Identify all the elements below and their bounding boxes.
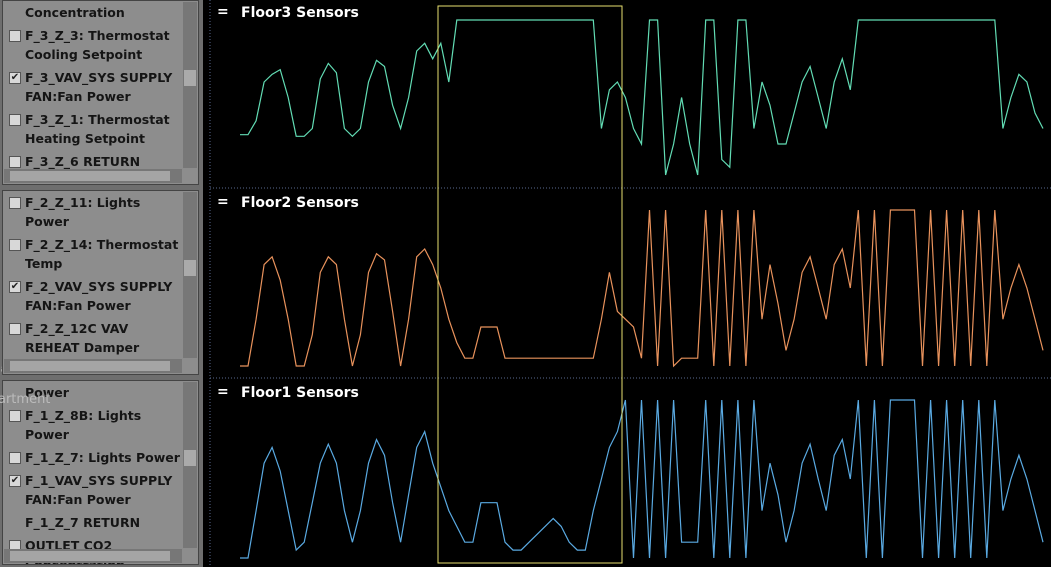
scroll-thumb — [10, 361, 170, 371]
horizontal-scrollbar[interactable] — [4, 169, 182, 183]
item-label: Concentration — [25, 5, 125, 20]
checkbox[interactable]: ✔ — [9, 281, 21, 293]
item-label: F_3_VAV_SYS SUPPLY FAN:Fan Power — [25, 70, 173, 104]
scroll-thumb — [10, 171, 170, 181]
checkbox[interactable] — [9, 197, 21, 209]
panel-menu: = — [217, 194, 229, 210]
item-label: F_3_Z_1: Thermostat Heating Setpoint — [25, 112, 170, 146]
list-item[interactable]: F_1_Z_7 RETURN — [7, 513, 183, 532]
sensor-list: Concentration F_3_Z_3: Thermostat Cooling… — [2, 0, 199, 185]
checkbox[interactable] — [9, 114, 21, 126]
list-items: F_2_Z_11: Lights Power F_2_Z_14: Thermost… — [7, 193, 183, 374]
list-item[interactable]: F_3_Z_6 RETURN — [7, 152, 183, 171]
list-item[interactable]: ✔ F_1_VAV_SYS SUPPLY FAN:Fan Power — [7, 471, 183, 509]
checkbox[interactable]: ✔ — [9, 72, 21, 84]
panel-title: Floor3 Sensors — [241, 5, 359, 21]
vertical-scrollbar[interactable] — [183, 2, 197, 168]
item-label: F_2_Z_11: Lights Power — [25, 195, 141, 229]
scroll-thumb — [184, 70, 196, 86]
item-label: F_3_Z_3: Thermostat Cooling Setpoint — [25, 28, 170, 62]
list-item[interactable]: ✔ F_2_VAV_SYS SUPPLY FAN:Fan Power — [7, 277, 183, 315]
item-label: F_1_Z_7 RETURN — [25, 515, 141, 530]
list-item[interactable]: ✔ F_3_VAV_SYS SUPPLY FAN:Fan Power — [7, 68, 183, 106]
horizontal-scrollbar[interactable] — [4, 549, 182, 563]
vertical-scrollbar[interactable] — [183, 192, 197, 358]
vertical-scrollbar[interactable] — [183, 382, 197, 548]
list-item[interactable]: F_1_Z_7: Lights Power — [7, 448, 183, 467]
sensor-line — [240, 209, 1044, 368]
item-label: Power — [25, 385, 69, 400]
chart-area: = Floor3 Sensors = Floor2 Sensors = Floor1 Se… — [203, 0, 1051, 567]
background-text: artment — [0, 392, 51, 407]
item-label: F_1_Z_8B: Lights Power — [25, 408, 142, 442]
checkbox[interactable] — [9, 239, 21, 251]
item-label: F_2_VAV_SYS SUPPLY FAN:Fan Power — [25, 279, 173, 313]
sensor-line — [240, 399, 1044, 559]
list-item[interactable]: Concentration — [7, 3, 183, 22]
panel-title: Floor1 Sensors — [241, 385, 359, 401]
sensor-list: F_2_Z_11: Lights Power F_2_Z_14: Thermost… — [2, 190, 199, 375]
scroll-thumb — [184, 450, 196, 466]
checkbox[interactable] — [9, 323, 21, 335]
checkbox[interactable] — [9, 156, 21, 168]
checkbox[interactable] — [9, 30, 21, 42]
item-label: F_2_Z_14: Thermostat Temp — [25, 237, 179, 271]
list-items: Power F_1_Z_8B: Lights Power F_1_Z_7: Ligh… — [7, 383, 183, 564]
checkbox[interactable]: ✔ — [9, 475, 21, 487]
checkbox[interactable] — [9, 410, 21, 422]
list-item[interactable]: F_3_Z_1: Thermostat Heating Setpoint — [7, 110, 183, 148]
panel-menu: = — [217, 4, 229, 20]
selection-box — [437, 5, 623, 564]
list-item[interactable]: F_3_Z_3: Thermostat Cooling Setpoint — [7, 26, 183, 64]
item-label: F_1_VAV_SYS SUPPLY FAN:Fan Power — [25, 473, 173, 507]
chart-background — [203, 0, 1051, 567]
list-item[interactable]: F_2_Z_14: Thermostat Temp — [7, 235, 183, 273]
list-item[interactable]: F_2_Z_11: Lights Power — [7, 193, 183, 231]
horizontal-scrollbar[interactable] — [4, 359, 182, 373]
panel-menu: = — [217, 384, 229, 400]
sensor-list: Power F_1_Z_8B: Lights Power F_1_Z_7: Ligh… — [2, 380, 199, 565]
checkbox[interactable] — [9, 452, 21, 464]
item-label: F_1_Z_7: Lights Power — [25, 450, 180, 465]
list-item[interactable]: Power — [7, 383, 183, 402]
item-label: F_3_Z_6 RETURN — [25, 154, 141, 169]
scroll-thumb — [10, 551, 170, 561]
list-item[interactable]: F_1_Z_8B: Lights Power — [7, 406, 183, 444]
sidebar: Sat 11Jun 12Mon 13Tue 14 ConcentrationF_… — [0, 0, 203, 567]
scroll-thumb — [184, 260, 196, 276]
panel-title: Floor2 Sensors — [241, 195, 359, 211]
sensor-line — [240, 19, 1044, 176]
list-items: Concentration F_3_Z_3: Thermostat Cooling… — [7, 3, 183, 175]
